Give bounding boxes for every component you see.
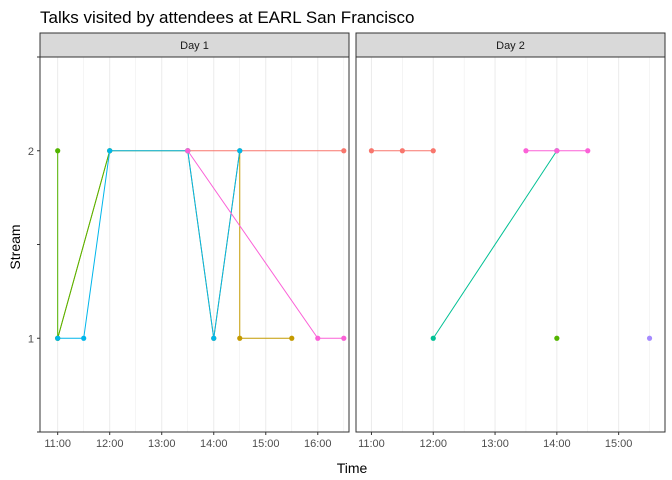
panel-strip [355,32,666,58]
series-line [57,150,241,339]
x-tick-label: 14:00 [543,438,571,450]
data-point [341,148,347,154]
panel-background [356,57,665,432]
data-point [368,148,375,154]
data-point [289,335,295,341]
data-point [107,148,113,154]
data-point [523,148,529,154]
panel-strip [39,32,350,58]
x-tick-label: 13:00 [148,438,176,450]
panel-strip-label: Day 2 [496,40,525,52]
y-tick-label: 2 [28,146,34,158]
data-point [55,148,61,154]
y-axis-title: Stream [7,224,23,269]
panel-2: Day 2 11:00 12:00 13:00 14:00 15:00 [355,32,666,450]
panel-background [40,57,349,432]
x-tick-label: 12:00 [419,438,447,450]
panel-strip-label: Day 1 [180,40,209,52]
data-point [430,335,436,341]
x-tick-label: 16:00 [304,438,332,450]
data-point [81,335,87,341]
data-point [55,335,61,341]
x-tick-label: 12:00 [96,438,124,450]
x-tick-label: 15:00 [605,438,633,450]
data-point [554,148,560,154]
data-point [646,335,653,341]
data-point [237,335,243,341]
data-point [399,148,405,154]
chart-title: Talks visited by attendees at EARL San F… [40,8,415,27]
series-line [432,150,558,339]
panels: Day 111:00 12:00 13:00 14:00 15:00 16:0012Day… [28,32,666,450]
data-point [315,335,321,341]
x-tick-label: 11:00 [44,438,71,450]
x-tick-label: 14:00 [200,438,228,450]
data-point [585,148,591,154]
x-tick-label: 15:00 [252,438,280,450]
data-point [237,148,243,154]
data-point [211,335,217,341]
data-point [341,335,347,341]
data-point [185,148,191,154]
x-tick-label: 11:00 [358,438,385,450]
x-tick-label: 13:00 [481,438,509,450]
data-point [554,335,560,341]
panel-1: Day 1 11:00 12:00 13:00 14:00 15:00 16:00 1 2 [28,32,350,450]
panel-border [355,56,666,433]
data-point [430,148,436,154]
x-axis-title: Time [337,460,368,476]
y-tick-label: 1 [28,333,34,345]
